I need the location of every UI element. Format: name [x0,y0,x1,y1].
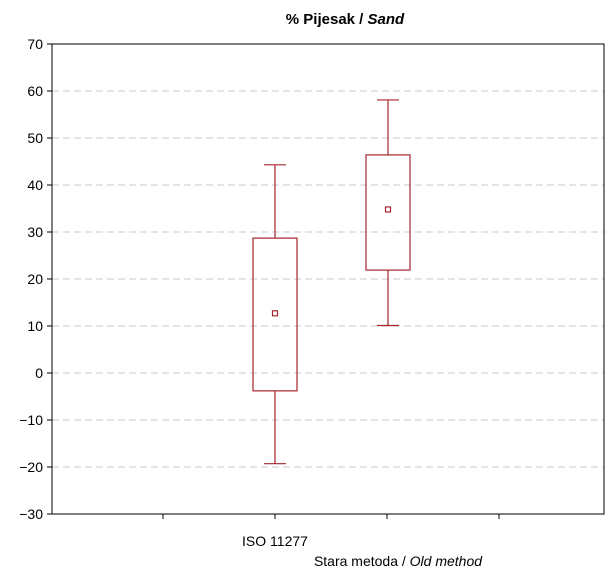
y-tick-label: 40 [27,177,43,193]
y-tick-label: 10 [27,318,43,334]
x-category-label-1: ISO 11277 [242,533,308,549]
box-series-1 [252,164,298,465]
box [252,237,298,392]
box [365,154,411,271]
axes: −30 −20 −10 0 10 20 30 40 50 60 70 [19,36,605,522]
center-marker [384,206,392,213]
y-tick-label: 30 [27,224,43,240]
y-tick-label: 70 [27,36,43,52]
grid [52,90,604,468]
box-series-2 [365,99,411,327]
y-tick-label: 20 [27,271,43,287]
y-tick-label: −10 [19,412,43,428]
y-tick-label: 0 [35,365,43,381]
y-tick-label: 50 [27,130,43,146]
x-category-label-2: Stara metoda / Old method [314,553,483,569]
y-tick-label: −30 [19,506,43,522]
center-marker [271,310,279,317]
chart-title: % Pijesak / Sand [286,11,405,28]
plot-area [252,99,411,465]
y-tick-label: −20 [19,459,43,475]
y-tick-label: 60 [27,83,43,99]
